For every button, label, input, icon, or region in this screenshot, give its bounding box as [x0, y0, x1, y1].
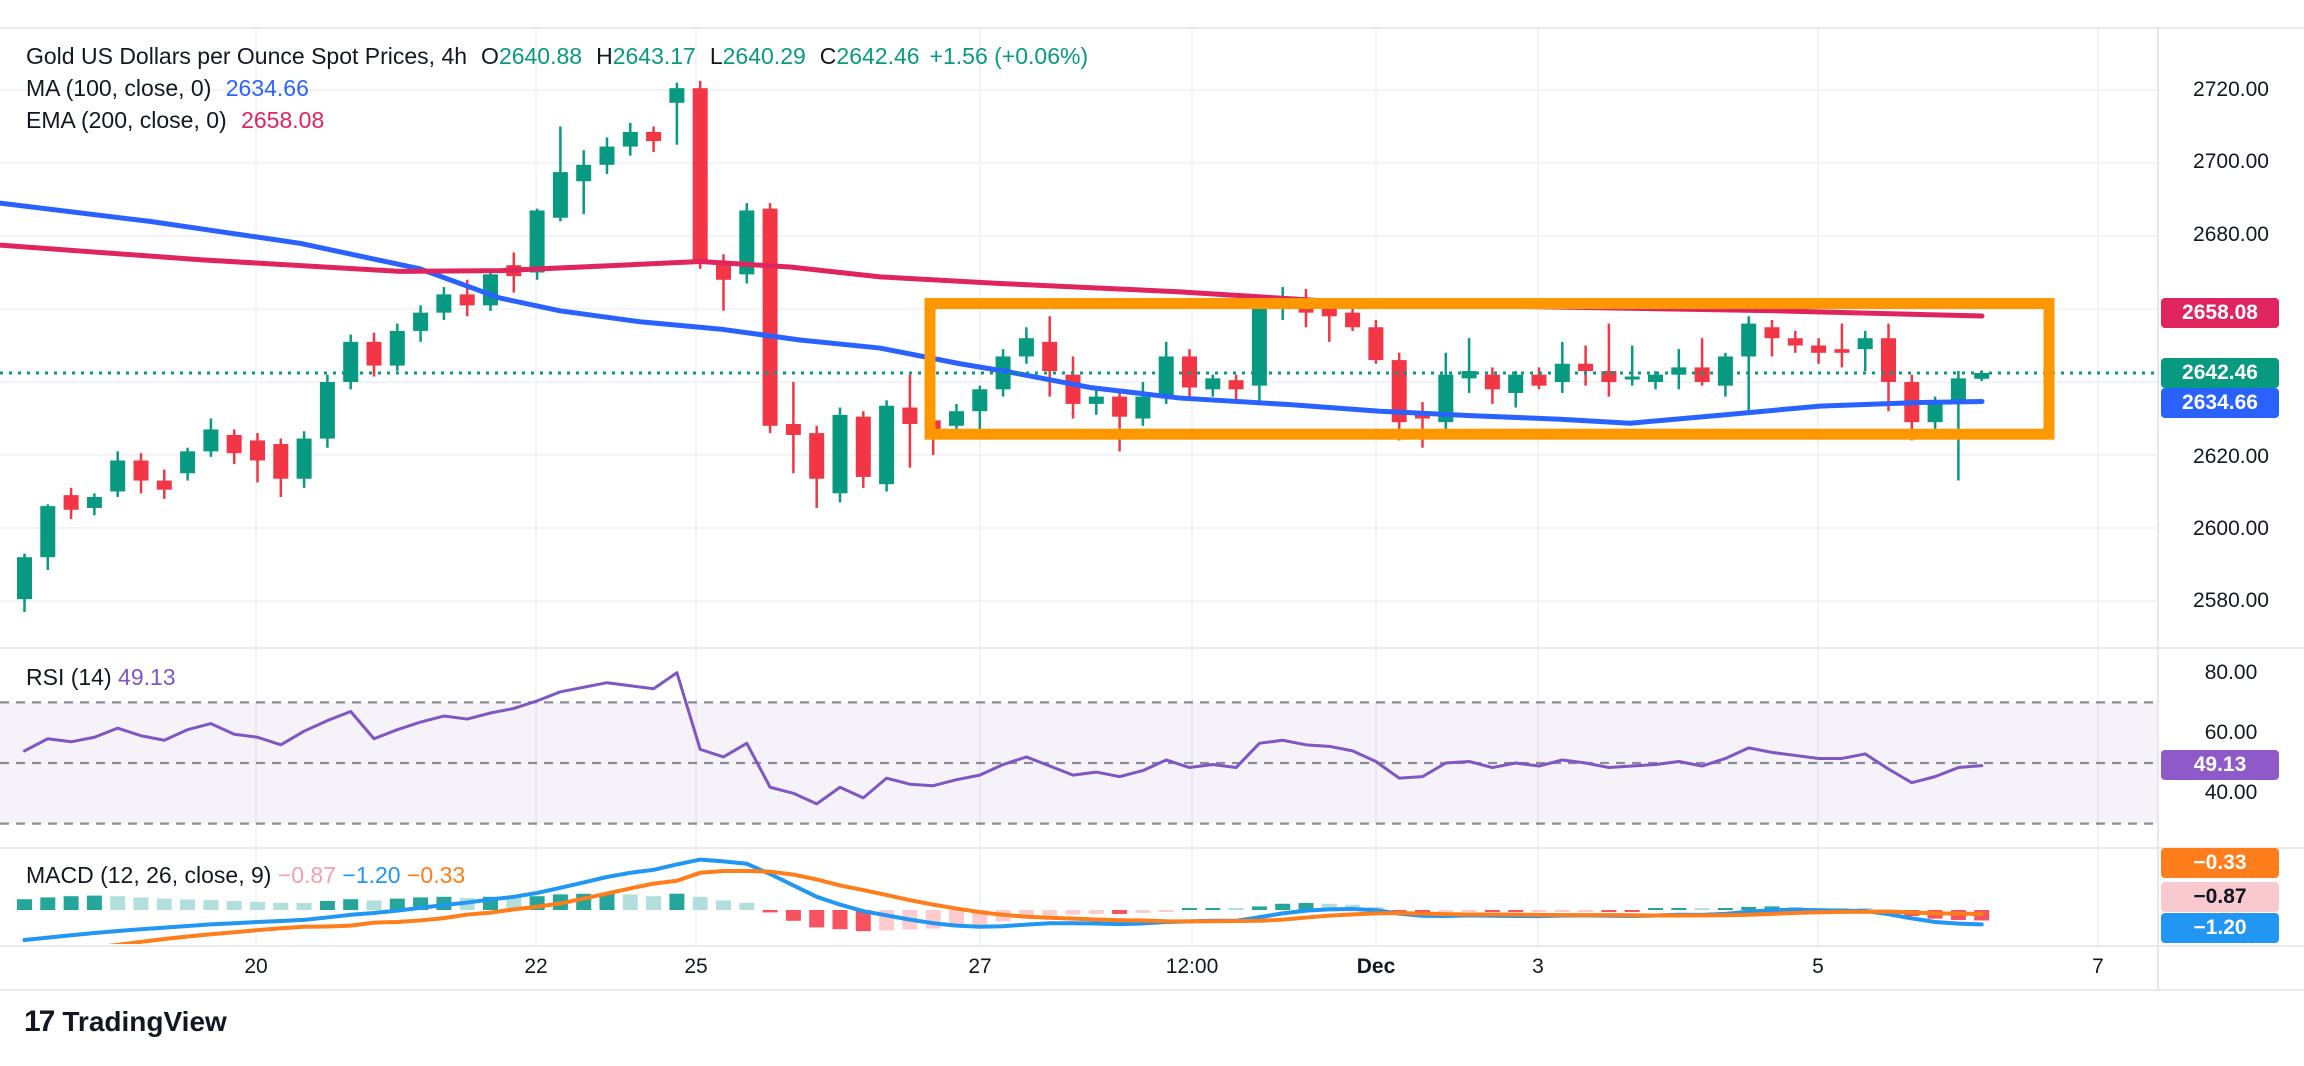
- chart-canvas[interactable]: [0, 0, 2304, 1066]
- chart-window: Gold US Dollars per Ounce Spot Prices, 4…: [0, 0, 2304, 1066]
